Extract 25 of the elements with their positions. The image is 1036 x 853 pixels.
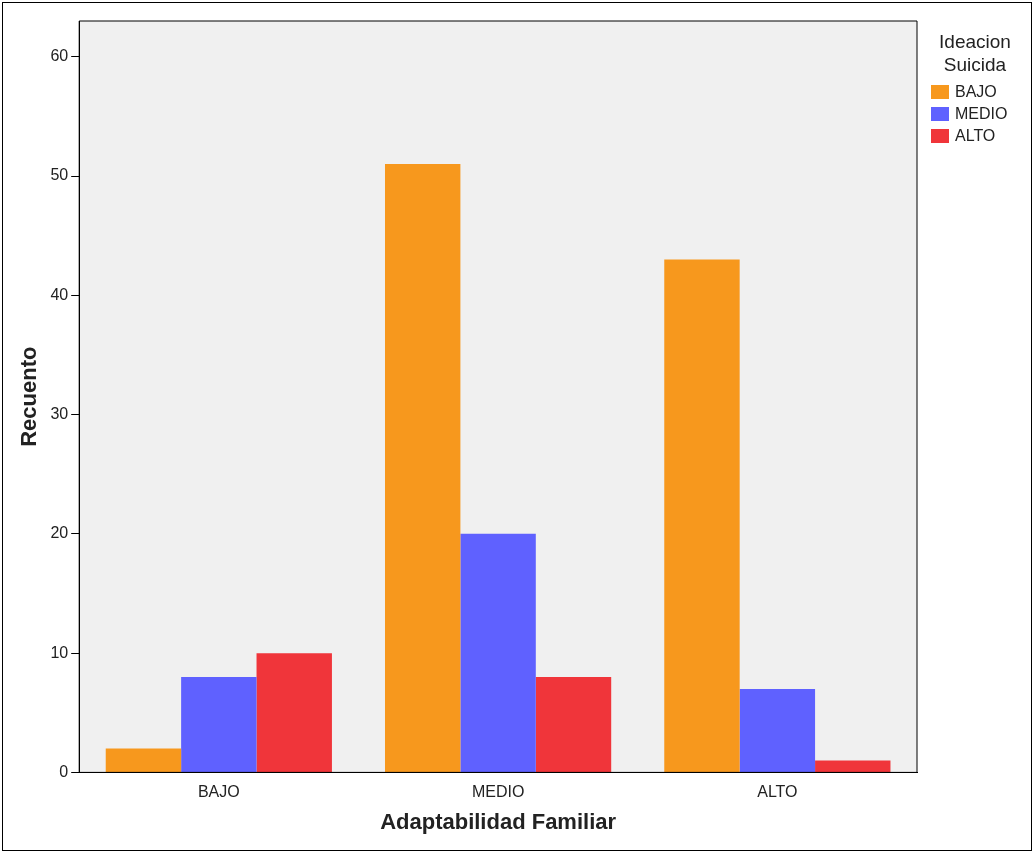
x-tick-label: BAJO [197,783,240,801]
bar [181,676,257,772]
bar [739,688,816,772]
x-tick-label: ALTO [757,783,798,801]
y-tick-label: 20 [50,524,69,542]
y-tick-label: 60 [50,47,69,65]
y-tick-label: 0 [59,762,69,780]
bar [105,748,182,772]
bar [256,653,332,772]
y-tick-label: 40 [50,285,69,303]
legend-title: Ideacion Suicida [938,31,1012,77]
legend-label: BAJO [955,82,997,101]
x-axis-title: Adaptabilidad Familiar [380,808,617,834]
y-tick-label: 50 [50,166,69,184]
y-axis-title: Recuento [16,346,42,447]
bar [460,533,536,772]
y-tick-label: 30 [50,405,69,422]
bar [535,676,612,772]
legend-label: ALTO [955,126,996,145]
legend-label: MEDIO [955,104,1008,123]
bar [385,164,461,772]
bar [815,760,891,772]
x-tick-label: MEDIO [471,783,525,801]
y-tick-label: 10 [50,643,69,661]
bar [664,259,740,772]
